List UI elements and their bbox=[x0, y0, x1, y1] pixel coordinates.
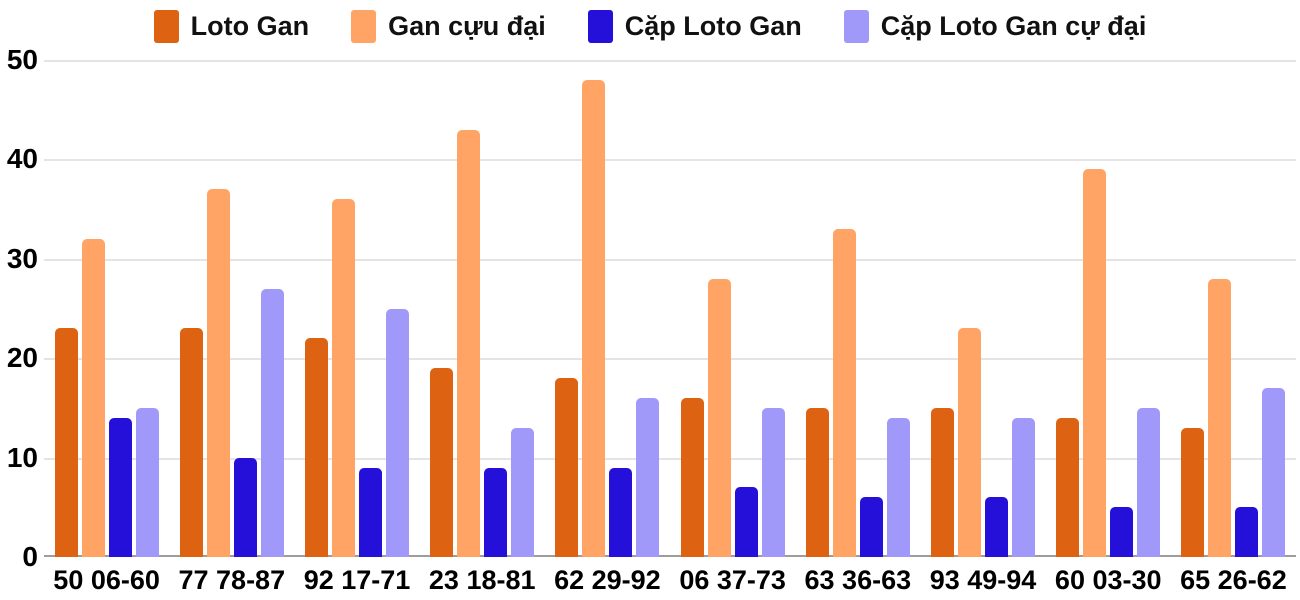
bar-group-3 bbox=[420, 60, 545, 557]
gridline bbox=[44, 457, 1296, 460]
bar-series-2-cat-6[interactable] bbox=[859, 497, 883, 557]
bar-series-2-cat-4[interactable] bbox=[609, 467, 633, 557]
gridline bbox=[44, 358, 1296, 361]
bar-series-1-cat-1[interactable] bbox=[206, 189, 230, 557]
y-axis-tick-label: 10 bbox=[6, 441, 38, 473]
bar-series-3-cat-8[interactable] bbox=[1137, 407, 1161, 557]
bar-series-2-cat-2[interactable] bbox=[359, 467, 382, 557]
bar-groups bbox=[44, 60, 1296, 557]
x-axis-label: 62 29-92 bbox=[554, 565, 661, 595]
bar-series-1-cat-7[interactable] bbox=[958, 328, 982, 557]
bar-group-4 bbox=[545, 60, 670, 557]
legend-item-label: Gan cựu đại bbox=[388, 10, 546, 41]
y-axis-tick-label: 30 bbox=[6, 242, 38, 274]
bar-series-2-cat-8[interactable] bbox=[1110, 507, 1134, 557]
x-axis-label: 63 36-63 bbox=[804, 565, 912, 595]
bar-series-1-cat-3[interactable] bbox=[457, 129, 481, 557]
bar-series-0-cat-4[interactable] bbox=[555, 378, 579, 557]
bar-series-2-cat-3[interactable] bbox=[484, 467, 508, 557]
gridline bbox=[44, 60, 1296, 62]
x-axis-baseline bbox=[44, 555, 1296, 557]
bar-series-3-cat-1[interactable] bbox=[260, 288, 284, 557]
x-axis-label: 93 49-94 bbox=[929, 565, 1037, 595]
bar-series-0-cat-6[interactable] bbox=[805, 407, 829, 557]
legend-item-label: Loto Gan bbox=[190, 10, 310, 41]
legend-swatch-icon bbox=[351, 9, 377, 43]
x-axis-label: 65 26-62 bbox=[1180, 565, 1287, 595]
bar-group-0 bbox=[44, 60, 169, 557]
y-axis-tick-label: 50 bbox=[6, 44, 38, 75]
x-axis-label: 06 37-73 bbox=[679, 565, 786, 595]
bar-series-1-cat-8[interactable] bbox=[1083, 169, 1107, 557]
bar-group-5 bbox=[670, 60, 795, 557]
bar-series-2-cat-7[interactable] bbox=[985, 497, 1009, 557]
bar-series-1-cat-4[interactable] bbox=[582, 79, 606, 557]
y-axis-tick-label: 0 bbox=[22, 541, 38, 572]
bar-series-1-cat-0[interactable] bbox=[81, 238, 105, 557]
bar-series-1-cat-6[interactable] bbox=[832, 228, 856, 557]
legend-swatch-icon bbox=[153, 9, 179, 43]
gridline bbox=[44, 159, 1296, 162]
x-axis-label: 23 18-81 bbox=[428, 565, 536, 595]
x-axis-label: 92 17-71 bbox=[303, 565, 411, 595]
legend-item-3[interactable]: Cặp Loto Gan cự đại bbox=[843, 9, 1147, 43]
y-axis-tick-label: 20 bbox=[6, 342, 38, 374]
bar-series-2-cat-0[interactable] bbox=[108, 417, 132, 557]
bar-series-0-cat-0[interactable] bbox=[54, 328, 78, 557]
bar-group-1 bbox=[169, 60, 294, 557]
bar-series-0-cat-9[interactable] bbox=[1181, 427, 1205, 557]
bar-series-3-cat-7[interactable] bbox=[1012, 417, 1036, 557]
x-axis: 50 06-60 77 78-87 92 17-71 23 18-81 62 29-92… bbox=[44, 561, 1296, 599]
bar-group-7 bbox=[920, 60, 1045, 557]
bar-series-3-cat-4[interactable] bbox=[636, 397, 660, 557]
gridline bbox=[44, 258, 1296, 261]
legend-item-1[interactable]: Gan cựu đại bbox=[351, 9, 546, 43]
plot-area bbox=[44, 60, 1296, 557]
bar-series-3-cat-0[interactable] bbox=[135, 407, 159, 557]
bar-series-2-cat-5[interactable] bbox=[734, 487, 758, 557]
legend-swatch-icon bbox=[843, 9, 869, 43]
bar-series-1-cat-9[interactable] bbox=[1208, 278, 1232, 557]
bar-series-0-cat-7[interactable] bbox=[931, 407, 955, 557]
bar-series-3-cat-3[interactable] bbox=[511, 427, 535, 557]
bar-series-3-cat-6[interactable] bbox=[886, 417, 910, 557]
legend-item-label: Cặp Loto Gan bbox=[624, 10, 802, 41]
bar-series-3-cat-5[interactable] bbox=[761, 407, 785, 557]
x-axis-label: 60 03-30 bbox=[1054, 565, 1162, 595]
bar-series-0-cat-5[interactable] bbox=[680, 397, 704, 557]
legend-item-0[interactable]: Loto Gan bbox=[153, 9, 310, 43]
x-axis-label: 50 06-60 bbox=[53, 565, 160, 595]
legend-item-label: Cặp Loto Gan cự đại bbox=[880, 10, 1147, 41]
bar-group-9 bbox=[1171, 60, 1296, 557]
bar-series-1-cat-2[interactable] bbox=[332, 199, 355, 557]
bar-series-3-cat-9[interactable] bbox=[1262, 388, 1286, 557]
bar-series-2-cat-9[interactable] bbox=[1235, 507, 1259, 557]
bar-series-0-cat-3[interactable] bbox=[430, 368, 454, 557]
bar-group-8 bbox=[1046, 60, 1171, 557]
legend-item-2[interactable]: Cặp Loto Gan bbox=[587, 9, 802, 43]
y-axis: 50 40 30 20 10 0 bbox=[0, 46, 38, 571]
bar-series-3-cat-2[interactable] bbox=[386, 308, 409, 557]
x-axis-label: 77 78-87 bbox=[178, 565, 286, 595]
bar-series-2-cat-1[interactable] bbox=[233, 457, 257, 557]
legend-swatch-icon bbox=[587, 9, 613, 43]
bar-series-0-cat-8[interactable] bbox=[1056, 417, 1080, 557]
chart-legend: Loto Gan Gan cựu đại Cặp Loto Gan Cặp Loto … bbox=[0, 6, 1300, 46]
bar-series-0-cat-1[interactable] bbox=[179, 328, 203, 557]
bar-series-1-cat-5[interactable] bbox=[707, 278, 731, 557]
y-axis-tick-label: 40 bbox=[6, 143, 38, 175]
bar-group-6 bbox=[795, 60, 920, 557]
bar-series-0-cat-2[interactable] bbox=[305, 338, 328, 557]
bar-group-2 bbox=[294, 60, 419, 557]
